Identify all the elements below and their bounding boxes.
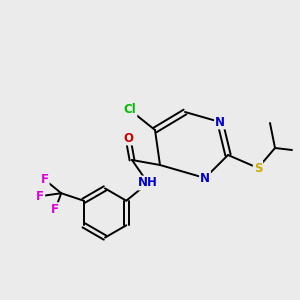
Text: S: S: [254, 161, 262, 175]
Text: F: F: [51, 203, 59, 216]
Text: O: O: [123, 131, 133, 145]
Text: F: F: [41, 173, 49, 186]
Text: N: N: [215, 116, 225, 128]
Text: NH: NH: [138, 176, 158, 190]
Text: N: N: [200, 172, 210, 184]
Text: F: F: [36, 190, 44, 203]
Text: Cl: Cl: [124, 103, 136, 116]
